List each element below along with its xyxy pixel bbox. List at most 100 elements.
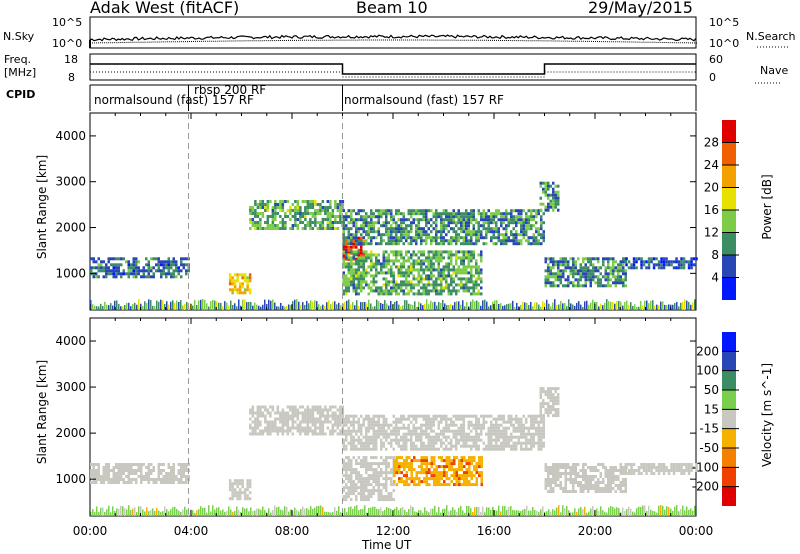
power-cell bbox=[402, 265, 405, 269]
power-cell bbox=[447, 250, 450, 254]
velocity-cell bbox=[375, 441, 378, 445]
velocity-cell bbox=[445, 447, 448, 451]
velocity-cell bbox=[435, 435, 438, 439]
power-cell bbox=[427, 259, 430, 263]
velocity-cell bbox=[420, 456, 423, 460]
power-near-range-cell bbox=[262, 304, 264, 310]
velocity-cell bbox=[390, 423, 393, 427]
velocity-cell bbox=[117, 469, 120, 472]
velocity-cell bbox=[347, 489, 350, 493]
velocity-cell bbox=[231, 491, 234, 495]
power-near-range-cell bbox=[282, 305, 284, 310]
power-cell bbox=[259, 224, 262, 227]
velocity-cell bbox=[505, 438, 508, 442]
power-cell bbox=[607, 257, 610, 261]
velocity-cell bbox=[261, 414, 265, 418]
power-cell bbox=[92, 260, 95, 264]
power-cell bbox=[547, 202, 550, 206]
power-cell bbox=[670, 263, 673, 267]
power-cell bbox=[395, 289, 398, 293]
power-cell bbox=[589, 275, 592, 279]
power-near-range-cell bbox=[606, 299, 608, 310]
velocity-near-range-cell bbox=[400, 508, 402, 516]
velocity-cell bbox=[345, 483, 348, 487]
power-cell bbox=[251, 221, 255, 224]
velocity-cell bbox=[500, 429, 503, 433]
power-cell bbox=[557, 275, 560, 279]
velocity-cell bbox=[387, 477, 390, 481]
velocity-cell bbox=[557, 396, 560, 400]
velocity-cell bbox=[475, 480, 478, 484]
velocity-cell bbox=[492, 444, 495, 448]
velocity-cell bbox=[475, 477, 478, 481]
power-cell bbox=[400, 218, 403, 222]
power-cell bbox=[309, 203, 312, 206]
power-cell bbox=[450, 212, 453, 216]
power-near-range-cell bbox=[232, 304, 234, 310]
power-near-range-cell bbox=[522, 301, 524, 310]
power-cell bbox=[437, 250, 440, 254]
power-cell bbox=[467, 233, 470, 237]
velocity-cell bbox=[395, 462, 398, 466]
power-near-range-cell bbox=[492, 301, 494, 310]
power-near-range-cell bbox=[612, 301, 614, 310]
power-cell bbox=[442, 236, 445, 240]
velocity-cell bbox=[342, 474, 345, 478]
velocity-cell bbox=[90, 472, 93, 475]
power-cell bbox=[457, 265, 460, 269]
velocity-cell bbox=[357, 447, 360, 451]
velocity-cell bbox=[372, 447, 375, 451]
power-cell bbox=[347, 286, 350, 290]
power-cell bbox=[360, 280, 363, 284]
power-cell bbox=[162, 272, 165, 276]
velocity-cell bbox=[362, 486, 365, 490]
power-cell bbox=[294, 212, 297, 215]
velocity-cell bbox=[584, 481, 587, 484]
power-cell bbox=[331, 221, 335, 224]
velocity-cell bbox=[680, 469, 683, 472]
power-cell bbox=[231, 276, 234, 280]
power-cell bbox=[435, 259, 438, 263]
power-near-range-cell bbox=[354, 305, 356, 310]
power-cell bbox=[147, 263, 150, 267]
power-cell bbox=[410, 289, 413, 293]
power-cell bbox=[185, 257, 188, 261]
power-cell bbox=[162, 263, 165, 267]
power-cell bbox=[592, 263, 595, 267]
velocity-near-range-cell bbox=[394, 508, 396, 516]
power-cell bbox=[296, 200, 300, 203]
power-cell bbox=[512, 242, 515, 246]
power-cell bbox=[350, 236, 353, 240]
velocity-cell bbox=[95, 481, 98, 484]
power-cell bbox=[375, 265, 378, 269]
power-cell bbox=[465, 250, 468, 254]
velocity-cell bbox=[360, 486, 363, 490]
velocity-cell bbox=[182, 469, 185, 472]
power-cell bbox=[657, 260, 661, 264]
power-cell bbox=[465, 233, 468, 237]
velocity-cell bbox=[510, 438, 513, 442]
velocity-cell bbox=[135, 478, 138, 481]
velocity-cell bbox=[120, 466, 123, 469]
velocity-cell bbox=[490, 426, 493, 430]
power-cell bbox=[539, 196, 542, 200]
velocity-cell bbox=[387, 465, 390, 469]
power-cell bbox=[500, 221, 503, 225]
power-cell bbox=[355, 245, 358, 249]
power-cell bbox=[329, 215, 332, 218]
velocity-cell bbox=[365, 495, 368, 499]
power-cell bbox=[274, 212, 277, 215]
power-cell bbox=[281, 206, 285, 209]
velocity-cell bbox=[554, 408, 557, 412]
velocity-cell bbox=[475, 438, 478, 442]
power-near-range-cell bbox=[202, 299, 204, 310]
velocity-cell bbox=[637, 466, 641, 469]
power-cell bbox=[365, 250, 368, 254]
power-cell bbox=[407, 230, 410, 234]
velocity-cell bbox=[251, 426, 255, 430]
power-cell bbox=[324, 218, 327, 221]
velocity-cell bbox=[304, 429, 307, 433]
power-cell bbox=[256, 221, 260, 224]
velocity-cell bbox=[657, 466, 661, 469]
velocity-near-range-cell bbox=[132, 508, 134, 516]
